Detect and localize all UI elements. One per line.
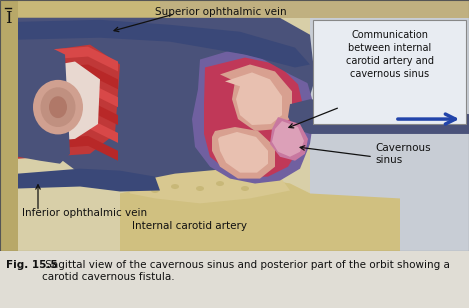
Text: Superior ophthalmic vein: Superior ophthalmic vein [155,7,287,17]
Text: Fig. 15.5: Fig. 15.5 [6,260,58,270]
Ellipse shape [33,80,83,134]
Polygon shape [18,45,70,164]
Polygon shape [0,0,469,18]
Polygon shape [270,117,308,161]
Polygon shape [220,64,292,131]
Ellipse shape [171,184,179,189]
Polygon shape [192,48,315,184]
Text: Cavernous
sinus: Cavernous sinus [375,143,431,165]
Polygon shape [18,18,315,193]
Polygon shape [310,0,469,251]
Polygon shape [120,174,310,251]
Polygon shape [212,127,275,179]
Ellipse shape [241,186,249,191]
Polygon shape [204,58,305,176]
Text: Communication
between internal
carotid artery and
cavernous sinus: Communication between internal carotid a… [346,30,434,79]
Polygon shape [20,82,118,107]
Polygon shape [18,20,310,67]
Polygon shape [20,64,118,89]
Ellipse shape [49,96,67,118]
Ellipse shape [196,186,204,191]
Text: Internal carotid artery: Internal carotid artery [133,221,248,231]
Text: Sagittal view of the cavernous sinus and posterior part of the orbit showing a c: Sagittal view of the cavernous sinus and… [42,260,450,282]
Polygon shape [20,100,118,125]
Ellipse shape [151,188,159,193]
Polygon shape [125,169,290,203]
Polygon shape [18,169,160,192]
Polygon shape [288,99,469,134]
Ellipse shape [40,87,76,127]
Text: Inferior ophthalmic vein: Inferior ophthalmic vein [22,208,147,218]
Polygon shape [272,121,304,157]
Polygon shape [0,0,469,251]
Polygon shape [20,118,118,143]
Text: I: I [5,10,11,27]
FancyBboxPatch shape [313,20,466,124]
Polygon shape [18,62,100,144]
Polygon shape [20,47,118,71]
Polygon shape [225,72,282,125]
Polygon shape [18,0,160,35]
Polygon shape [18,45,120,159]
Polygon shape [120,174,400,251]
Polygon shape [218,132,268,173]
Polygon shape [18,18,310,84]
Polygon shape [20,136,118,161]
Polygon shape [0,0,18,251]
Ellipse shape [216,181,224,186]
FancyBboxPatch shape [0,251,469,308]
